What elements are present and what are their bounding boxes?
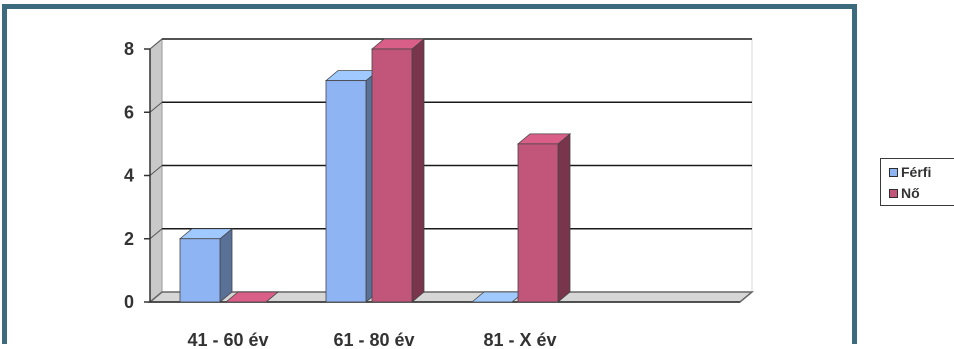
legend-swatch-no [889, 188, 898, 198]
legend-label-ferfi: Férfi [901, 164, 932, 180]
bar-side [411, 38, 425, 303]
legend-swatch-ferfi [889, 167, 898, 177]
bar-chart: 0 2 4 6 8 41 - 60 év 61 - 80 év 81 - X év [124, 37, 755, 349]
chart-frame: 0 2 4 6 8 41 - 60 év 61 - 80 év 81 - X év [2, 4, 857, 349]
gridline-side [149, 165, 163, 176]
legend-item-no: Nő [889, 185, 920, 201]
bar-side [557, 133, 571, 303]
y-tick-label: 2 [124, 229, 134, 249]
bar [517, 143, 559, 303]
y-tick-label: 4 [124, 166, 134, 186]
legend-label-no: Nő [901, 185, 920, 201]
bar [325, 80, 367, 303]
gridline-side [149, 101, 163, 113]
bar [371, 48, 413, 303]
gridline-side [149, 228, 163, 240]
x-tick-label: 81 - X év [483, 330, 556, 349]
legend-item-ferfi: Férfi [889, 164, 931, 180]
bar [179, 238, 221, 303]
y-tick-label: 0 [124, 292, 134, 312]
bar-top [224, 291, 280, 303]
bar-side [219, 227, 233, 303]
gridline-side [149, 38, 163, 50]
x-tick-label: 61 - 80 év [333, 330, 414, 349]
y-tick-label: 6 [124, 102, 134, 122]
x-tick-label: 41 - 60 év [187, 330, 268, 349]
legend: Férfi Nő [880, 158, 954, 206]
y-tick-label: 8 [124, 39, 134, 59]
